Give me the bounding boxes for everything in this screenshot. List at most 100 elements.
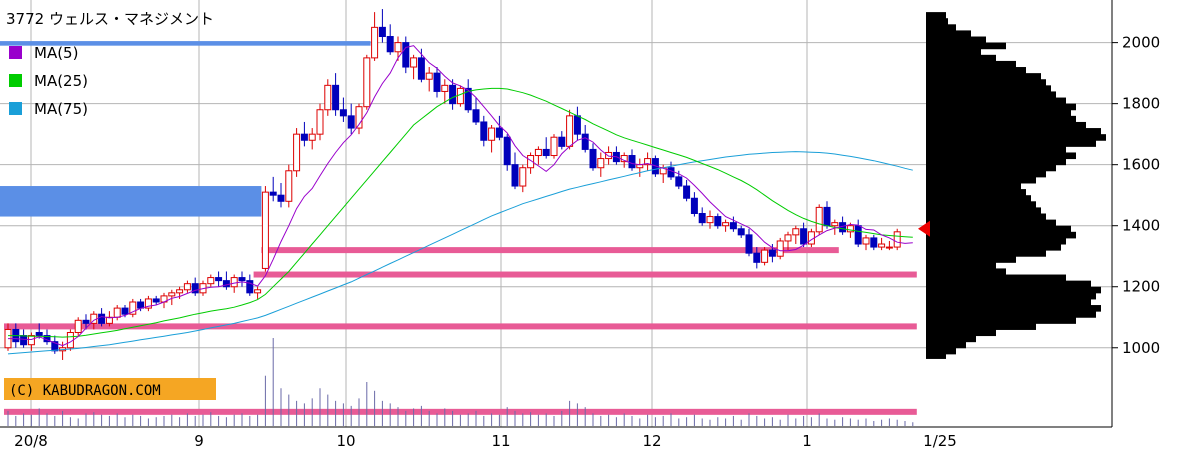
candle-body-61 [480,121,488,141]
profile-bar-0 [926,12,946,19]
candle-body-100 [784,234,792,242]
profile-bar-22 [926,146,1066,153]
candle-95 [745,228,753,257]
candle-10 [82,314,90,330]
candle-body-108 [846,225,854,233]
candle-body-26 [207,277,215,285]
profile-bar-46 [926,292,1096,300]
candle-body-13 [105,316,113,324]
x-tick-label-4: 12 [642,432,661,450]
volume-bars [7,338,914,426]
candle-body-37 [293,133,301,172]
candle-66 [519,164,527,193]
profile-bar-40 [926,256,1016,263]
profile-bar-48 [926,305,1101,312]
candle-body-111 [870,237,878,248]
profile-bar-51 [926,323,1036,330]
candle-69 [542,137,550,159]
candle-body-34 [269,191,277,196]
candle-9 [74,317,82,336]
profile-bar-55 [926,347,956,355]
profile-bar-44 [926,280,1091,288]
candle-body-75 [589,148,597,169]
candle-61 [480,115,488,147]
candle-body-105 [823,206,831,227]
candle-body-67 [527,155,535,169]
profile-bar-6 [926,48,981,56]
candle-109 [854,219,862,248]
candle-111 [870,234,878,251]
profile-bar-56 [926,352,946,359]
candle-body-80 [628,155,636,169]
profile-bar-14 [926,97,1066,105]
profile-bar-45 [926,286,1101,294]
candle-body-53 [417,57,425,80]
candle-body-74 [581,133,589,150]
copyright-box: (C) KABUDRAGON.COM [4,378,216,400]
candle-92 [722,219,730,232]
copyright-background [4,378,216,400]
candle-body-69 [542,148,550,157]
candle-19 [152,295,160,306]
y-tick-label-2: 1400 [1122,217,1160,235]
candle-body-60 [472,109,480,123]
candle-body-31 [246,280,254,294]
candle-body-16 [129,301,137,315]
candle-52 [410,54,418,80]
candle-body-39 [308,133,316,141]
profile-bar-4 [926,36,986,44]
profile-bar-1 [926,18,948,25]
candle-63 [495,115,503,141]
candle-body-64 [503,136,511,166]
candle-body-71 [558,136,566,147]
candle-body-68 [534,148,542,157]
candle-18 [144,295,152,312]
candle-body-87 [683,185,691,199]
candle-33 [261,186,269,272]
candle-body-95 [745,234,753,254]
profile-bar-10 [926,73,1041,80]
candle-body-63 [495,127,503,138]
candle-body-58 [456,87,464,105]
price-axis: 1000 1200 1400 1600 1800 2000 [1112,34,1160,357]
candle-112 [878,237,886,251]
profile-bar-53 [926,335,976,343]
volume-profile [918,12,1106,359]
candle-body-112 [878,243,886,248]
profile-bar-5 [926,42,1006,50]
candle-82 [644,152,652,171]
candle-46 [363,54,371,110]
candle-75 [589,143,597,171]
candle-24 [191,277,199,296]
profile-bar-49 [926,311,1096,318]
candle-body-43 [339,109,347,117]
candle-body-45 [355,106,363,129]
candle-50 [394,36,402,61]
candle-body-42 [332,84,340,111]
y-tick-label-4: 1800 [1122,95,1160,113]
candle-body-94 [737,228,745,236]
candle-body-62 [488,127,496,141]
legend-swatch-ma25 [9,74,22,87]
profile-bar-25 [926,164,1056,172]
profile-bar-7 [926,54,996,62]
profile-bar-31 [926,201,1036,208]
candle-93 [729,216,737,232]
candle-39 [308,128,316,150]
candle-45 [355,103,363,135]
candle-body-48 [378,26,386,38]
profile-bar-21 [926,140,1096,147]
candle-body-114 [893,231,901,248]
profile-bar-17 [926,115,1076,123]
candle-body-32 [254,289,262,294]
candle-47 [371,12,379,61]
x-tick-label-6: 1/25 [923,432,957,450]
candle-23 [183,280,191,293]
profile-bar-27 [926,176,1036,184]
candle-99 [776,237,784,260]
candle-body-51 [402,42,410,68]
candle-body-38 [300,133,308,141]
candle-body-28 [222,280,230,288]
profile-bar-52 [926,329,996,337]
candle-60 [472,97,480,126]
